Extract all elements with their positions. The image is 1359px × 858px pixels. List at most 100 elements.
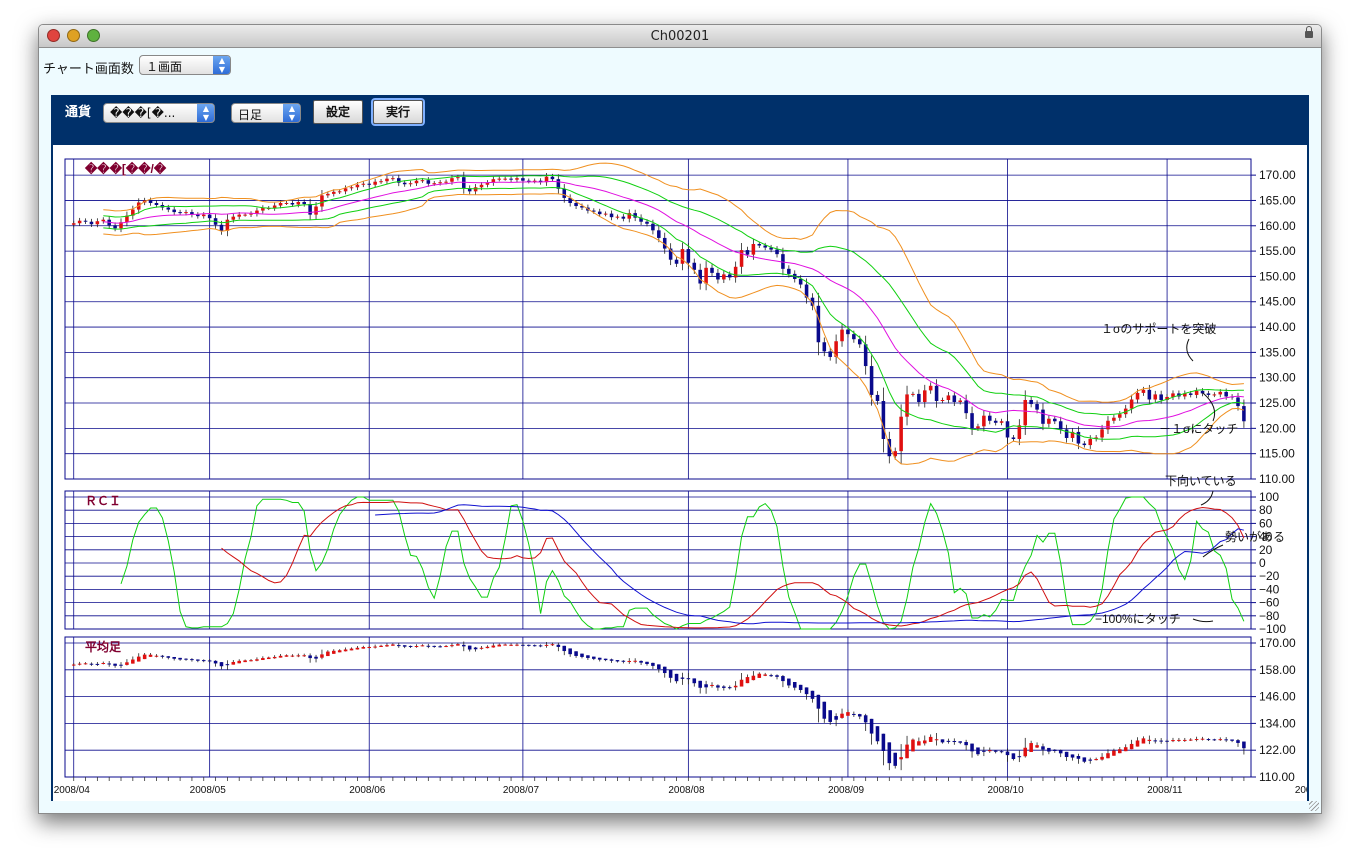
heikin-ashi-candle-body	[172, 656, 176, 659]
candle-body	[645, 221, 649, 224]
heikin-ashi-candle-body	[532, 645, 537, 647]
heikin-ashi-candle-body	[1100, 756, 1104, 760]
title-bar[interactable]: Ch00201	[39, 25, 1321, 48]
x-tick-label: 2008/11	[1147, 785, 1183, 796]
heikin-ashi-candle-body	[1206, 739, 1211, 741]
heikin-ashi-candle-body	[722, 686, 726, 688]
lock-icon	[1305, 26, 1313, 38]
heikin-ashi-candle-body	[787, 678, 791, 686]
heikin-ashi-candle-body	[231, 661, 236, 665]
x-tick-label: 2008/09	[828, 785, 865, 796]
candle-body	[361, 183, 366, 185]
candle-body	[184, 212, 188, 214]
heikin-ashi-candle-body	[1141, 738, 1146, 744]
heikin-ashi-candle-body	[308, 655, 312, 659]
candle-body	[1112, 417, 1116, 421]
candle-body	[976, 426, 980, 429]
candle-body	[131, 209, 135, 216]
heikin-ashi-candle-body	[89, 663, 94, 665]
y-tick-label: 160.00	[1259, 219, 1296, 233]
heikin-ashi-candle-body	[657, 664, 661, 670]
heikin-ashi-candle-body	[775, 675, 779, 677]
candle-body	[1106, 420, 1110, 430]
candle-body	[77, 220, 82, 224]
candle-body	[314, 206, 318, 215]
resize-grip[interactable]	[1309, 801, 1319, 811]
heikin-ashi-candle-body	[467, 645, 472, 650]
candle-body	[568, 197, 572, 203]
candle-body	[940, 399, 945, 402]
candle-body	[201, 214, 206, 217]
heikin-ashi-candle-body	[1165, 740, 1169, 742]
candle-body	[485, 182, 490, 185]
candle-body	[733, 266, 738, 278]
heikin-ashi-candle-body	[1035, 745, 1039, 748]
screen-count-select[interactable]: １画面 ▲ ▼	[139, 55, 231, 75]
heikin-ashi-candle-body	[1023, 747, 1028, 757]
heikin-ashi-candle-body	[485, 646, 490, 649]
candle-body	[444, 181, 448, 183]
heikin-ashi-candle-body	[219, 662, 224, 667]
heikin-ashi-candle-body	[716, 685, 720, 688]
period-select[interactable]: 日足 ▲ ▼	[231, 103, 301, 123]
heikin-ashi-candle-body	[692, 678, 697, 684]
candle-body	[580, 206, 584, 208]
x-tick-label: 2008/05	[190, 785, 227, 796]
heikin-ashi-candle-body	[515, 644, 519, 646]
heikin-ashi-candle-body	[798, 684, 803, 691]
candle-body	[402, 182, 407, 185]
bollinger-upper-2sigma	[103, 162, 1244, 403]
heikin-ashi-candle-body	[337, 650, 342, 653]
candle-body	[1135, 392, 1140, 400]
x-tick-label: 2008/12	[1295, 785, 1307, 796]
heikin-ashi-candle-body	[207, 660, 212, 662]
heikin-ashi-candle-body	[1011, 753, 1016, 760]
chart-panel-frame	[64, 636, 1252, 778]
currency-select[interactable]: ���[�... ▲ ▼	[103, 103, 215, 123]
currency-label: 通貨	[65, 105, 92, 120]
annotation-arrow	[1192, 618, 1214, 623]
candle-body	[456, 177, 460, 179]
candle-body	[668, 248, 673, 260]
candle-body	[751, 244, 756, 255]
heikin-ashi-candle-body	[586, 655, 590, 658]
run-button[interactable]: 実行	[373, 100, 423, 124]
heikin-ashi-candle-body	[154, 655, 159, 657]
annotation-arrow	[1186, 338, 1194, 362]
minimize-button[interactable]	[67, 29, 80, 42]
annotation-text: 下向いている	[1165, 473, 1237, 488]
candle-body	[172, 209, 176, 213]
heikin-ashi-candle-body	[527, 644, 531, 646]
candle-body	[515, 178, 519, 180]
heikin-ashi-candle-body	[237, 660, 241, 664]
close-button[interactable]	[47, 29, 60, 42]
heikin-ashi-candle-body	[1212, 739, 1217, 741]
heikin-ashi-candle-body	[355, 647, 360, 650]
heikin-ashi-candle-body	[917, 741, 921, 746]
heikin-ashi-candle-body	[751, 675, 756, 681]
heikin-ashi-candle-body	[757, 673, 762, 678]
candle-body	[597, 211, 602, 215]
heikin-ashi-candle-body	[255, 659, 259, 661]
candle-body	[497, 178, 502, 180]
zoom-button[interactable]	[87, 29, 100, 42]
candle-body	[308, 203, 312, 215]
candle-body	[988, 415, 992, 421]
heikin-ashi-candle-body	[1088, 759, 1093, 761]
y-tick-label: −80	[1259, 609, 1280, 623]
heikin-ashi-candle-body	[686, 678, 691, 680]
y-tick-label: 146.00	[1259, 690, 1296, 704]
candle-body	[887, 438, 892, 457]
heikin-ashi-candle-body	[922, 740, 927, 744]
settings-button[interactable]: 設定	[313, 100, 363, 124]
heikin-ashi-candle-body	[1147, 739, 1152, 741]
heikin-ashi-candle-body	[905, 744, 909, 759]
candle-body	[905, 394, 909, 417]
candle-body	[1183, 393, 1187, 397]
heikin-ashi-candle-body	[391, 644, 395, 646]
candle-body	[1147, 389, 1152, 400]
heikin-ashi-candle-body	[615, 660, 620, 662]
heikin-ashi-candle-body	[402, 645, 407, 647]
heikin-ashi-candle-body	[278, 655, 283, 658]
candle-body	[503, 178, 507, 180]
